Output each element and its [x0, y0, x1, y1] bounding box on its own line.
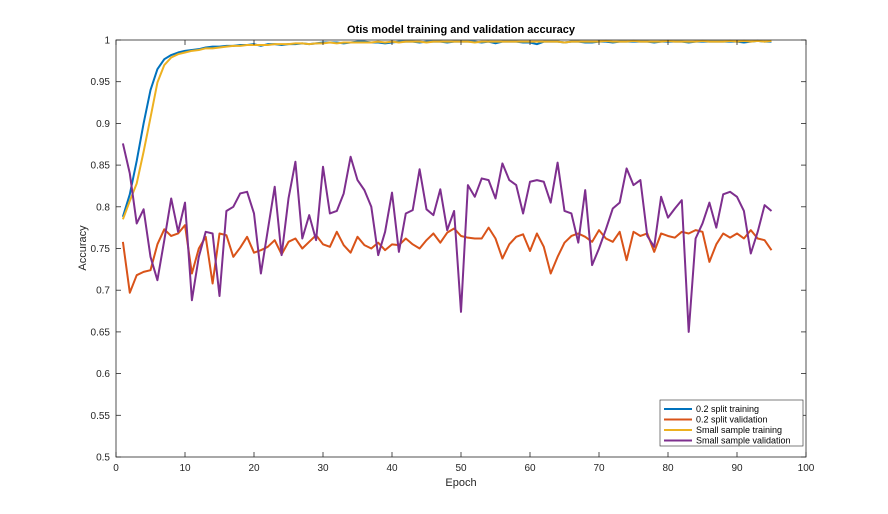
series-line-3 — [121, 39, 772, 220]
legend-label-2: 0.2 split validation — [696, 415, 768, 425]
x-axis-label: Epoch — [445, 477, 476, 489]
x-tick-label: 60 — [524, 463, 536, 474]
series-group — [121, 39, 773, 333]
x-tick-label: 100 — [798, 463, 815, 474]
y-axis-label: Accuracy — [77, 225, 89, 271]
x-tick-label: 30 — [317, 463, 329, 474]
series-line-2 — [121, 224, 773, 294]
chart-title: Otis model training and validation accur… — [347, 24, 576, 36]
legend-box — [659, 399, 804, 447]
y-tick-label: 0.95 — [91, 77, 111, 88]
y-tick-label: 0.75 — [91, 244, 111, 255]
y-tick-label: 0.65 — [91, 327, 111, 338]
legend-label-3: Small sample training — [696, 425, 782, 435]
series-line-4 — [121, 143, 773, 333]
x-tick-label: 90 — [731, 463, 743, 474]
x-tick-label: 0 — [113, 463, 119, 474]
x-tick-label: 80 — [662, 463, 674, 474]
x-tick-label: 70 — [593, 463, 605, 474]
y-tick-label: 0.8 — [96, 202, 110, 213]
legend-label-1: 0.2 split training — [696, 404, 759, 414]
x-tick-label: 40 — [386, 463, 398, 474]
plot-area — [116, 40, 806, 457]
y-tick-label: 0.55 — [91, 411, 111, 422]
y-tick-label: 0.7 — [96, 286, 110, 297]
ticks-group: 0 10 20 30 40 50 60 70 80 90 100 0.5 0.55 0.6 0.65 0.7 0… — [91, 36, 815, 475]
x-tick-label: 20 — [248, 463, 260, 474]
legend-label-4: Small sample validation — [696, 436, 791, 446]
y-tick-label: 0.85 — [91, 161, 111, 172]
x-tick-label: 50 — [455, 463, 467, 474]
y-tick-label: 1 — [104, 36, 110, 47]
y-tick-label: 0.5 — [96, 453, 110, 464]
y-tick-label: 0.6 — [96, 369, 110, 380]
x-tick-label: 10 — [179, 463, 191, 474]
y-tick-label: 0.9 — [96, 119, 110, 130]
